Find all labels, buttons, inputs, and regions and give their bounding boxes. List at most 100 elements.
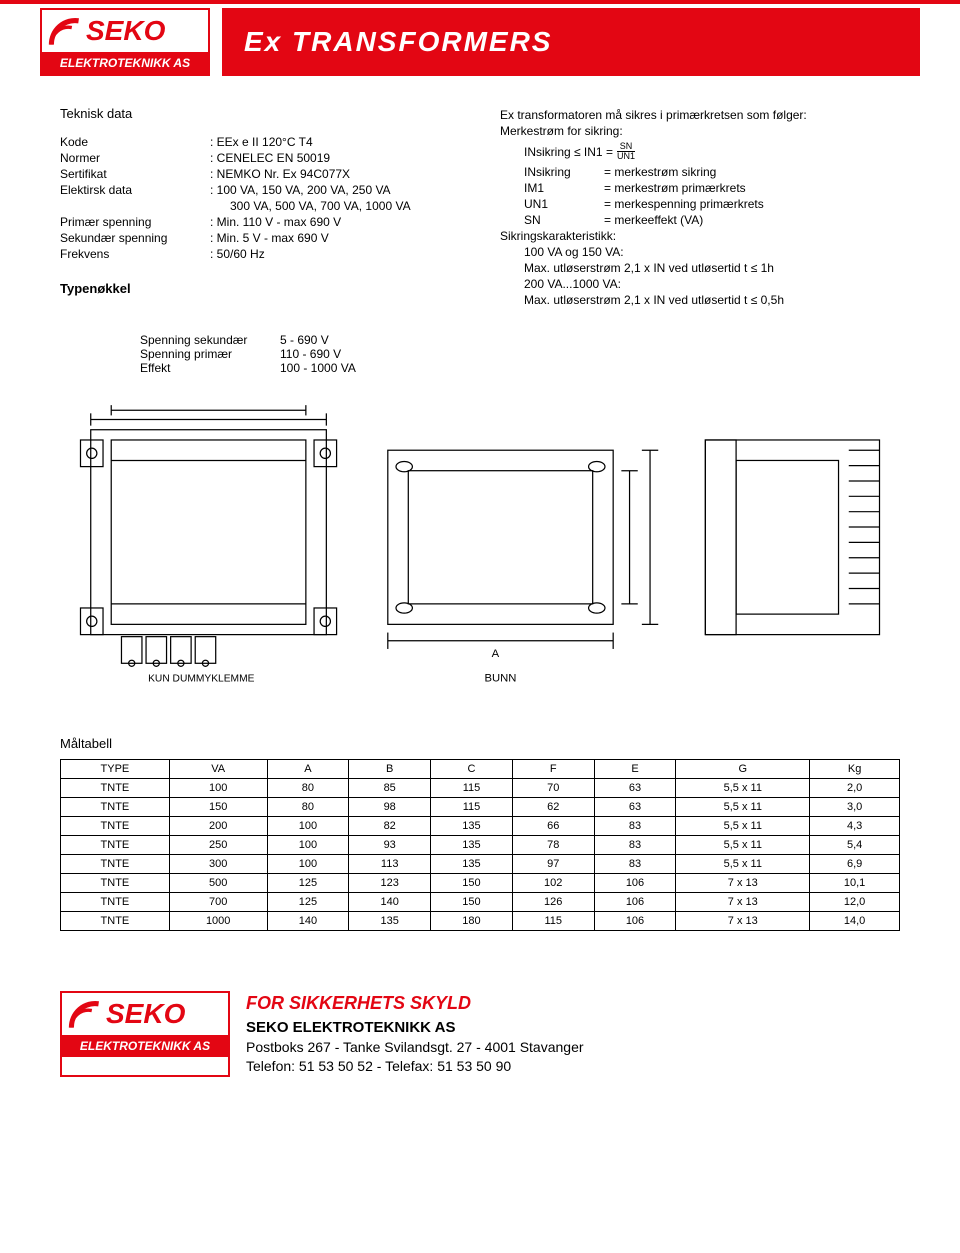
spec-label: Elektirsk data xyxy=(60,183,210,197)
table-cell: 5,5 x 11 xyxy=(676,836,810,855)
table-row: TNTE2001008213566835,5 x 114,3 xyxy=(61,817,900,836)
def-key: INsikring xyxy=(524,165,604,179)
table-cell: 250 xyxy=(169,836,267,855)
logo-arc-icon xyxy=(48,14,82,48)
table-cell: 78 xyxy=(512,836,594,855)
table-cell: 7 x 13 xyxy=(676,874,810,893)
char-line: Max. utløserstrøm 2,1 x IN ved utløserti… xyxy=(524,293,900,307)
definition-row: SN= merkeeffekt (VA) xyxy=(524,213,900,227)
definition-row: IM1= merkestrøm primærkrets xyxy=(524,181,900,195)
table-cell: 115 xyxy=(431,798,513,817)
def-key: UN1 xyxy=(524,197,604,211)
spec-row: 300 VA, 500 VA, 700 VA, 1000 VA xyxy=(60,199,460,213)
table-cell: 200 xyxy=(169,817,267,836)
table-cell: 135 xyxy=(431,836,513,855)
spec-label xyxy=(60,199,210,213)
table-cell: 140 xyxy=(349,893,431,912)
formula-row: INsikring ≤ IN1 = SN UN1 xyxy=(500,142,635,161)
table-header-cell: VA xyxy=(169,760,267,779)
char-line: 200 VA...1000 VA: xyxy=(524,277,900,291)
spec-value: : Min. 110 V - max 690 V xyxy=(210,215,460,229)
table-cell: 125 xyxy=(267,874,349,893)
table-row: TNTE150809811562635,5 x 113,0 xyxy=(61,798,900,817)
table-cell: 106 xyxy=(594,912,676,931)
table-cell: 7 x 13 xyxy=(676,893,810,912)
table-cell: TNTE xyxy=(61,779,170,798)
table-cell: 7 x 13 xyxy=(676,912,810,931)
table-cell: 100 xyxy=(169,779,267,798)
table-cell: 85 xyxy=(349,779,431,798)
footer-logo-box: SEKO ELEKTROTEKNIKK AS xyxy=(60,991,230,1076)
definition-row: INsikring= merkestrøm sikring xyxy=(524,165,900,179)
table-cell: 5,5 x 11 xyxy=(676,798,810,817)
left-column: Teknisk data Kode: EEx e II 120°C T4Norm… xyxy=(60,106,460,309)
def-key: IM1 xyxy=(524,181,604,195)
footer-logo-arc-icon xyxy=(68,997,102,1031)
table-cell: 98 xyxy=(349,798,431,817)
table-cell: 100 xyxy=(267,836,349,855)
table-body: TNTE100808511570635,5 x 112,0TNTE1508098… xyxy=(61,779,900,931)
table-cell: 700 xyxy=(169,893,267,912)
right-column: Ex transformatoren må sikres i primærkre… xyxy=(500,106,900,309)
table-cell: 10,1 xyxy=(810,874,900,893)
table-cell: TNTE xyxy=(61,855,170,874)
spec-value: : 100 VA, 150 VA, 200 VA, 250 VA xyxy=(210,183,460,197)
spec-label: Sertifikat xyxy=(60,167,210,181)
spec-row: Kode: EEx e II 120°C T4 xyxy=(60,135,460,149)
def-value: = merkespenning primærkrets xyxy=(604,197,764,211)
table-header-cell: G xyxy=(676,760,810,779)
logo-subtitle: ELEKTROTEKNIKK AS xyxy=(42,52,208,74)
spec-row: Frekvens: 50/60 Hz xyxy=(60,247,460,261)
footer-company: SEKO ELEKTROTEKNIKK AS xyxy=(246,1017,900,1038)
footer-phone: Telefon: 51 53 50 52 - Telefax: 51 53 50… xyxy=(246,1057,900,1077)
table-cell: 2,0 xyxy=(810,779,900,798)
table-cell: 14,0 xyxy=(810,912,900,931)
table-cell: 62 xyxy=(512,798,594,817)
table-cell: 1000 xyxy=(169,912,267,931)
table-cell: TNTE xyxy=(61,893,170,912)
footer-tagline: FOR SIKKERHETS SKYLD xyxy=(246,991,900,1016)
table-cell: 113 xyxy=(349,855,431,874)
table-cell: 80 xyxy=(267,798,349,817)
table-cell: 83 xyxy=(594,836,676,855)
table-cell: 5,5 x 11 xyxy=(676,817,810,836)
table-header-cell: B xyxy=(349,760,431,779)
char-line: 100 VA og 150 VA: xyxy=(524,245,900,259)
table-cell: 83 xyxy=(594,817,676,836)
table-header-cell: E xyxy=(594,760,676,779)
table-cell: 4,3 xyxy=(810,817,900,836)
table-row: TNTE5001251231501021067 x 1310,1 xyxy=(61,874,900,893)
table-row: TNTE30010011313597835,5 x 116,9 xyxy=(61,855,900,874)
table-cell: 123 xyxy=(349,874,431,893)
spec-row: Sertifikat: NEMKO Nr. Ex 94C077X xyxy=(60,167,460,181)
header: SEKO ELEKTROTEKNIKK AS Ex TRANSFORMERS xyxy=(0,8,960,76)
table-header-row: TYPEVAABCFEGKg xyxy=(61,760,900,779)
table-header-cell: C xyxy=(431,760,513,779)
table-header-cell: A xyxy=(267,760,349,779)
char-lines: 100 VA og 150 VA: Max. utløserstrøm 2,1 x… xyxy=(500,245,900,307)
legend-label: Spenning sekundær xyxy=(140,333,280,347)
table-cell: 100 xyxy=(267,855,349,874)
table-header-cell: F xyxy=(512,760,594,779)
main-content: Teknisk data Kode: EEx e II 120°C T4Norm… xyxy=(0,76,960,951)
table-cell: 66 xyxy=(512,817,594,836)
legend-row: Spenning sekundær5 - 690 V xyxy=(140,333,900,347)
spec-value: : NEMKO Nr. Ex 94C077X xyxy=(210,167,460,181)
spec-row: Elektirsk data: 100 VA, 150 VA, 200 VA, … xyxy=(60,183,460,197)
spec-label: Normer xyxy=(60,151,210,165)
table-cell: 135 xyxy=(349,912,431,931)
page-title: Ex TRANSFORMERS xyxy=(222,8,920,76)
footer-logo-subtitle: ELEKTROTEKNIKK AS xyxy=(62,1035,228,1057)
def-value: = merkeeffekt (VA) xyxy=(604,213,703,227)
table-cell: 150 xyxy=(431,893,513,912)
footer-logo-name: SEKO xyxy=(106,998,185,1030)
table-cell: 12,0 xyxy=(810,893,900,912)
spec-label: Frekvens xyxy=(60,247,210,261)
table-cell: 115 xyxy=(512,912,594,931)
logo-box: SEKO ELEKTROTEKNIKK AS xyxy=(40,8,210,76)
def-value: = merkestrøm primærkrets xyxy=(604,181,746,195)
typekey-title: Typenøkkel xyxy=(60,281,460,296)
def-key: SN xyxy=(524,213,604,227)
table-row: TNTE10001401351801151067 x 1314,0 xyxy=(61,912,900,931)
definition-row: UN1= merkespenning primærkrets xyxy=(524,197,900,211)
